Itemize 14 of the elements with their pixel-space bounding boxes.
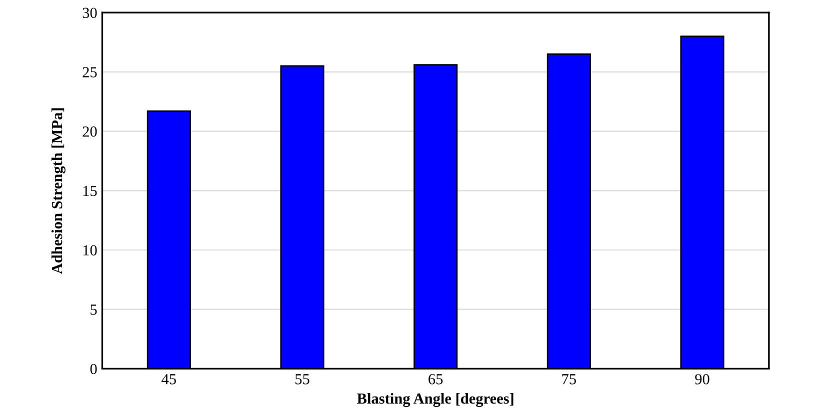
y-tick-label: 30 xyxy=(82,8,97,18)
y-tick-label: 25 xyxy=(82,67,97,78)
y-tick-label: 10 xyxy=(83,245,97,256)
y-tick-label: 15 xyxy=(83,186,97,196)
y-tick-label: 5 xyxy=(90,304,97,315)
x-tick-label: 75 xyxy=(562,374,576,384)
y-tick-label: 20 xyxy=(82,126,97,137)
x-axis-title: Blasting Angle [degrees] xyxy=(357,392,514,407)
x-tick-label: 65 xyxy=(428,374,443,384)
x-tick-label: 45 xyxy=(162,374,176,384)
y-axis-title: Adhesion Strength [MPa] xyxy=(51,108,66,274)
y-tick-label: 0 xyxy=(90,364,97,374)
x-tick-label: 55 xyxy=(296,374,310,384)
x-tick-label: 90 xyxy=(695,374,710,384)
